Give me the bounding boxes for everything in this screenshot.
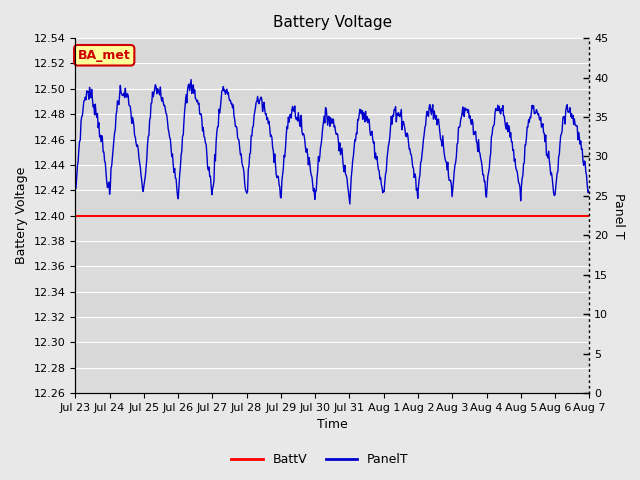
Bar — [76, 63, 589, 89]
Title: Battery Voltage: Battery Voltage — [273, 15, 392, 30]
Text: BA_met: BA_met — [78, 49, 131, 62]
Legend: BattV, PanelT: BattV, PanelT — [227, 448, 413, 471]
Y-axis label: Battery Voltage: Battery Voltage — [15, 167, 28, 264]
Bar — [76, 165, 589, 190]
Bar — [76, 368, 589, 393]
Y-axis label: Panel T: Panel T — [612, 193, 625, 239]
Bar — [76, 114, 589, 140]
Bar — [76, 266, 589, 292]
X-axis label: Time: Time — [317, 419, 348, 432]
Bar — [76, 317, 589, 342]
Bar — [76, 216, 589, 241]
